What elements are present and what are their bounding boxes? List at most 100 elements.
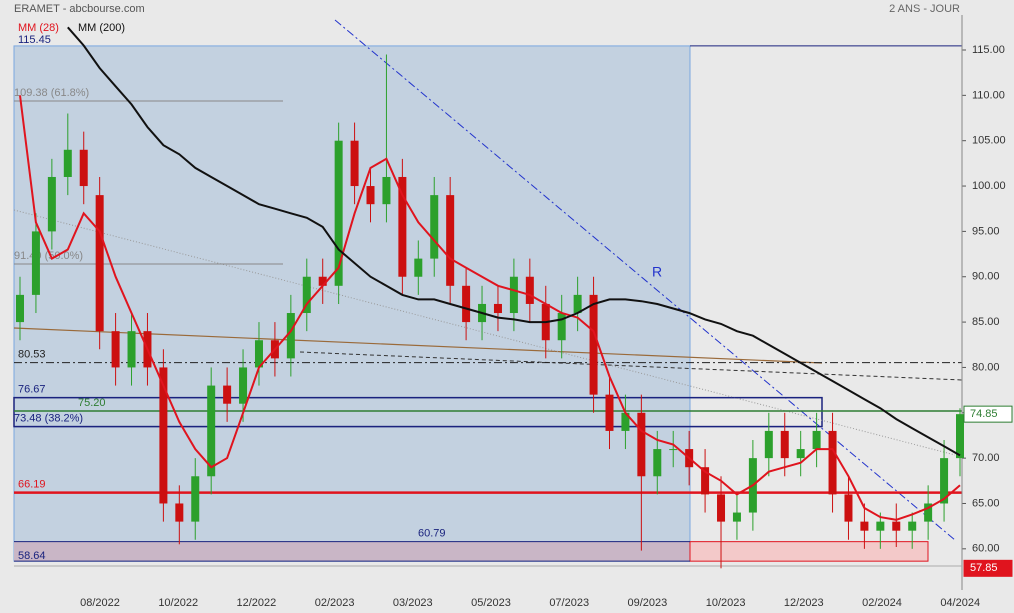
chart-title: ERAMET - abcbourse.com [14,3,145,15]
candle [717,494,726,522]
x-tick-label: 10/2022 [158,597,198,609]
y-tick-label: 85.00 [972,316,1000,328]
candle [63,149,72,177]
candle [924,503,933,522]
candle [207,385,216,477]
candle [31,231,40,295]
candle [573,294,582,314]
y-tick-label: 90.00 [972,271,1000,283]
level-label: 76.67 [18,384,46,396]
x-tick-label: 03/2023 [393,597,433,609]
legend-label: MM (28) [18,22,59,34]
trend-line-r [334,19,956,541]
candle [828,430,837,495]
price-label: 74.85 [970,408,998,420]
x-tick-label: 10/2023 [706,597,746,609]
level-label: 66.19 [18,479,46,491]
ma-line [67,26,961,457]
candle [95,195,104,332]
candle [111,331,120,368]
x-tick-label: 07/2023 [549,597,589,609]
candle [908,521,917,531]
level-label: 75.20 [78,397,106,409]
candle [844,494,853,522]
annotation: R [652,264,662,280]
candle [780,430,789,459]
x-tick-label: 08/2022 [80,597,120,609]
candle [876,521,885,531]
candle [239,367,248,404]
y-tick-label: 105.00 [972,135,1006,147]
candle [462,285,471,323]
candle [159,367,168,504]
candle [557,313,566,341]
candle [637,412,646,477]
candle [956,414,964,459]
candle [940,458,949,504]
candle [621,412,630,431]
candle [653,449,662,477]
candle [350,140,359,187]
x-tick-label: 12/2023 [784,597,824,609]
candle [509,276,518,314]
candle [79,149,88,187]
y-tick-label: 110.00 [972,89,1005,101]
y-tick-label: 95.00 [972,225,1000,237]
candle [525,276,534,304]
candle [398,176,407,277]
zone [14,541,690,562]
ma-line [19,95,961,521]
candle [669,449,678,451]
candle [175,503,184,522]
candle [701,467,710,495]
chart-subtitle: 2 ANS - JOUR [889,3,960,15]
level-label: 73.48 (38.2%) [14,412,83,424]
x-tick-label: 02/2023 [315,597,355,609]
candle [605,394,614,431]
level-label: 58.64 [18,550,46,562]
candle [302,276,311,314]
candle [446,195,455,286]
y-tick-label: 60.00 [972,543,1000,555]
candle [366,186,375,205]
y-tick-label: 115.00 [972,44,1005,56]
candle [764,430,773,459]
x-tick-label: 09/2023 [628,597,668,609]
candle [812,430,821,450]
candle [47,176,56,232]
candle [860,521,869,531]
candle [430,195,439,259]
y-tick-label: 65.00 [972,497,1000,509]
candle [318,276,327,286]
candle [589,294,598,395]
price-tag [963,405,1013,423]
x-tick-label: 12/2022 [237,597,277,609]
candle [892,521,901,531]
level-label: 91.40 (50.0%) [14,250,83,262]
zone [13,45,691,562]
trend-line [299,351,963,381]
level-label: 60.79 [418,528,446,540]
x-tick-label: 04/2024 [940,597,980,609]
candle [493,303,502,314]
y-tick-label: 100.00 [972,180,1006,192]
candle [796,449,805,459]
candle [414,258,423,277]
zone [689,541,929,562]
price-tag [963,559,1013,577]
level-label: 109.38 (61.8%) [14,87,89,99]
price-label: 57.85 [970,562,998,574]
level-label: 115.45 [18,34,51,46]
candle [191,476,200,522]
candle [16,294,24,323]
y-tick-label: 80.00 [972,361,1000,373]
x-tick-label: 02/2024 [862,597,902,609]
y-tick-label: 70.00 [972,452,1000,464]
candle [223,385,232,404]
candle [382,176,391,205]
candle [286,313,295,359]
candle [732,512,741,522]
trend-line [13,209,956,456]
